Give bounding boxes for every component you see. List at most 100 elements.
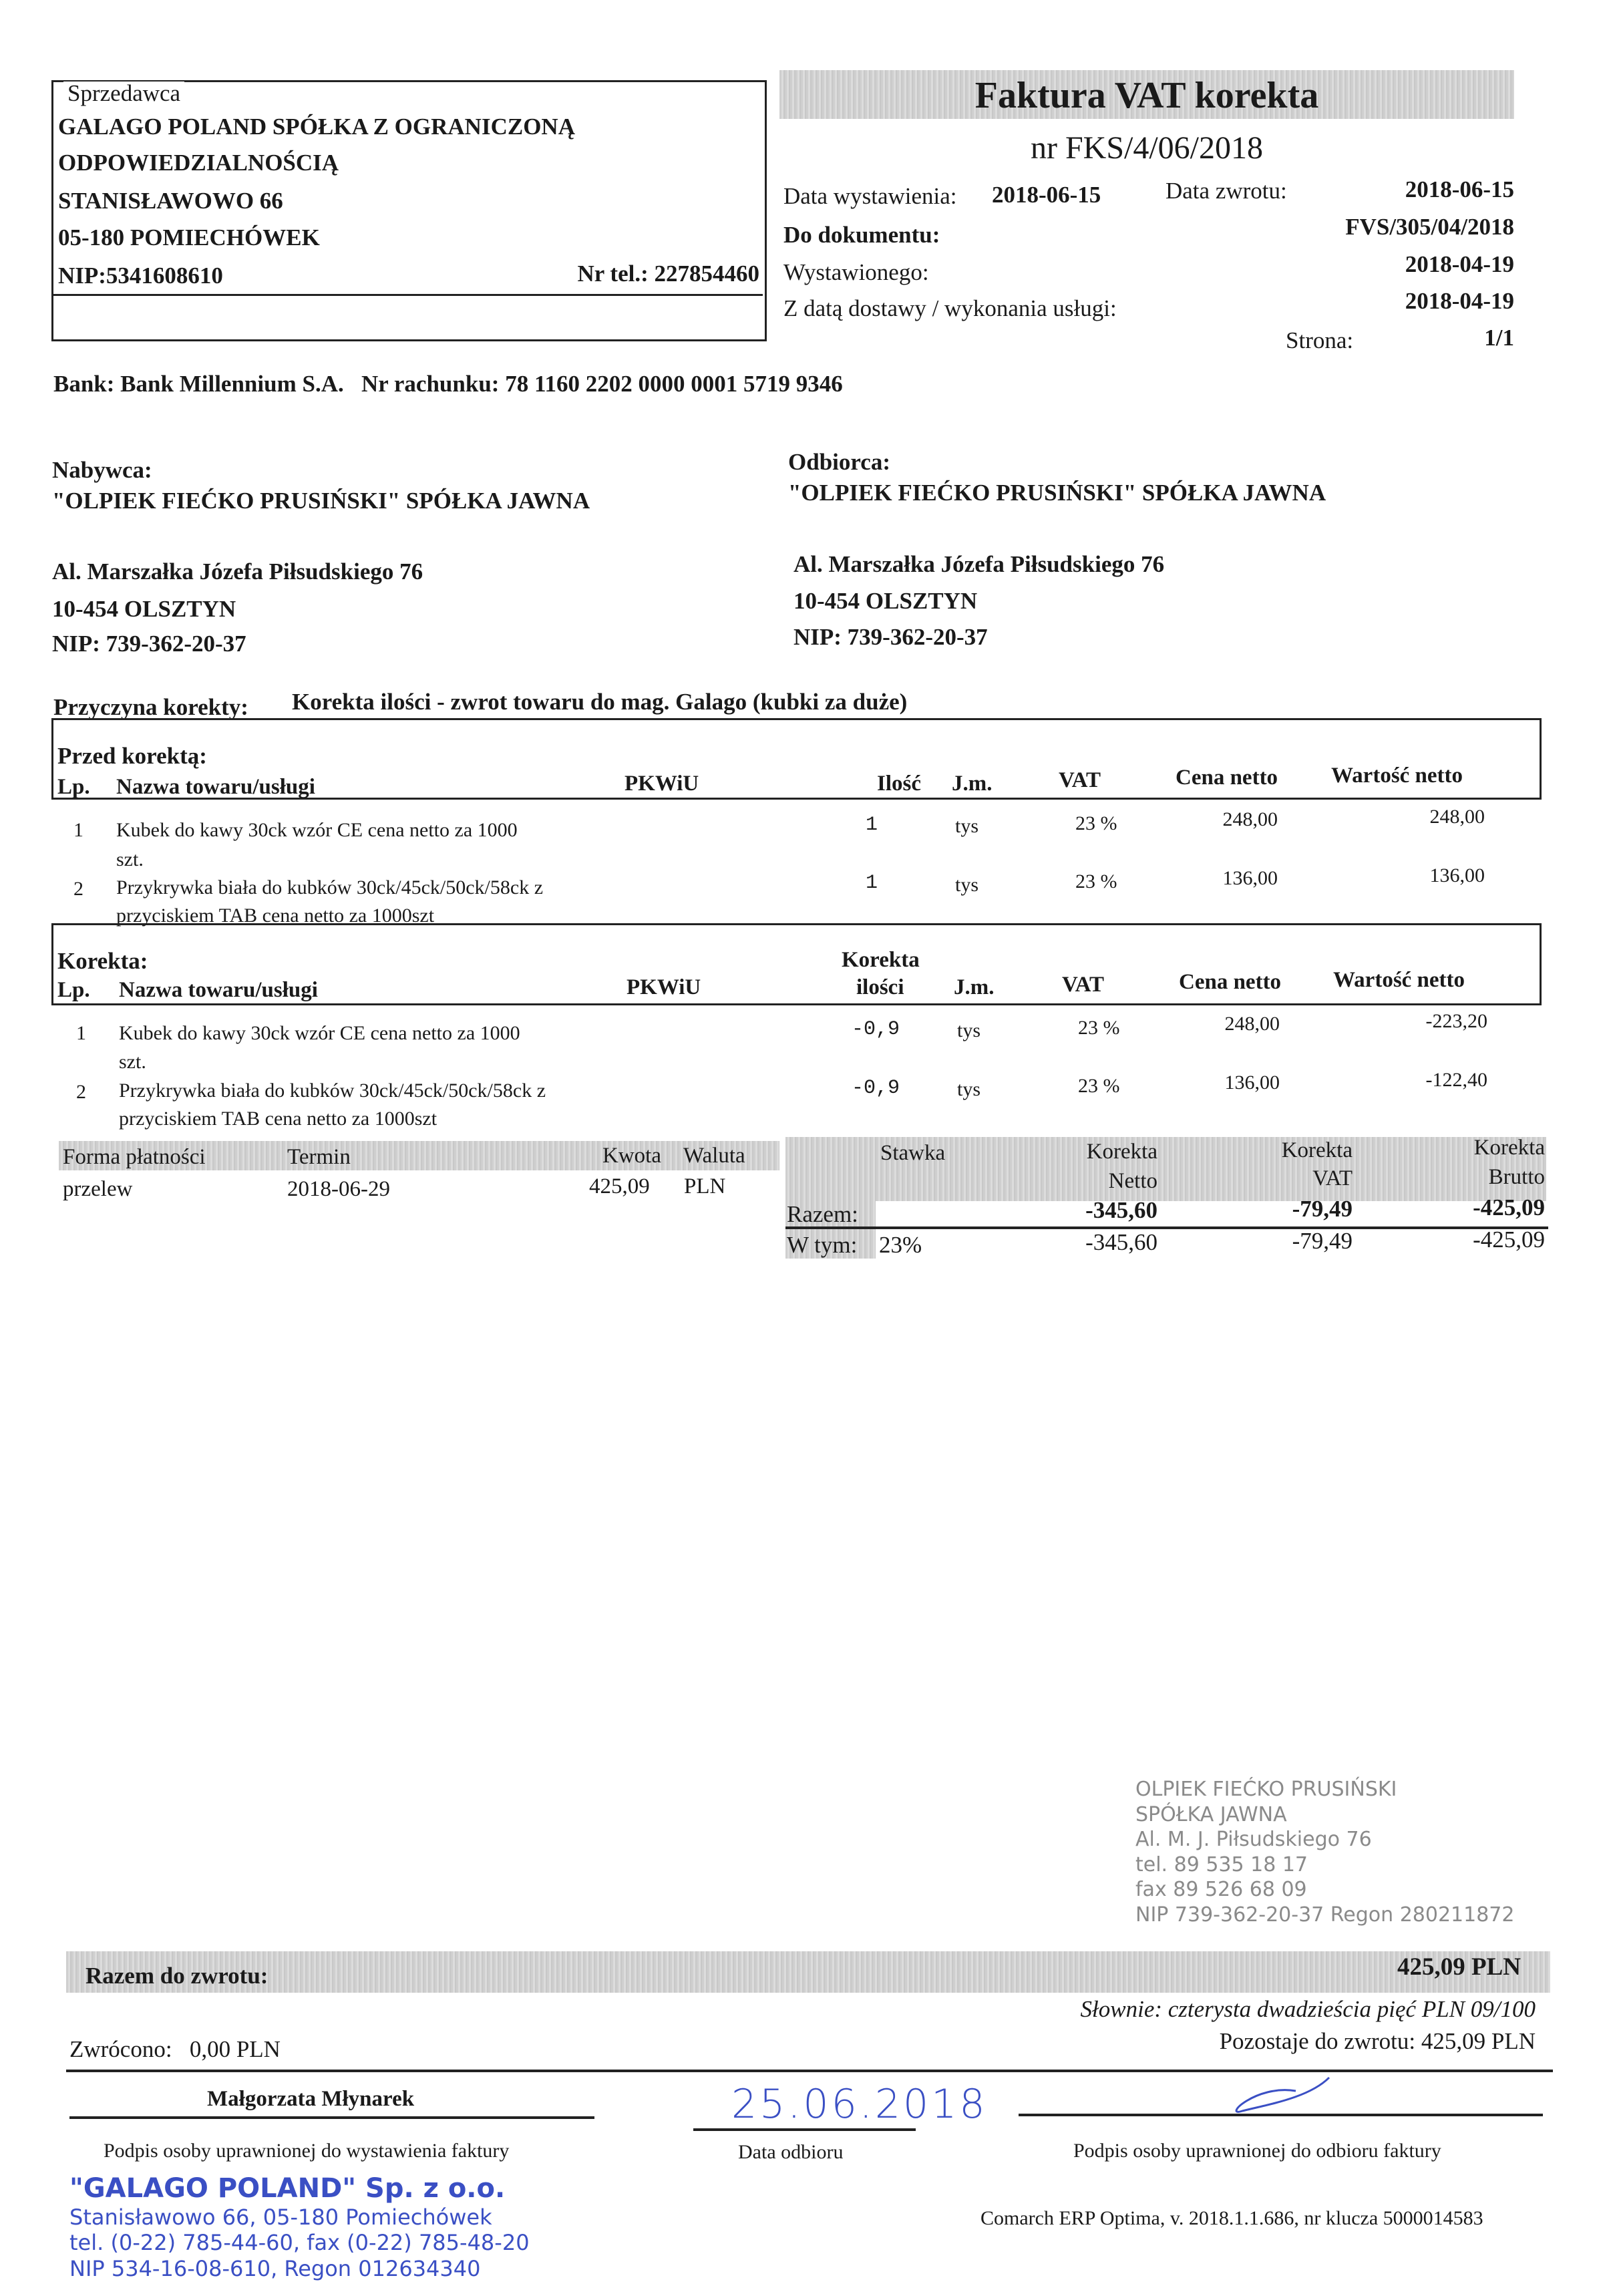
stamp-line: fax 89 526 68 09 <box>1135 1878 1307 1901</box>
row-name-cont: szt. <box>116 848 144 870</box>
seller-nip: NIP:5341608610 <box>58 263 223 289</box>
row-value: -122,40 <box>1425 1069 1488 1091</box>
row-lp: 1 <box>76 1022 86 1044</box>
payment-amount-header: Kwota <box>602 1144 661 1168</box>
row-price: 136,00 <box>1224 1072 1280 1094</box>
row-unit: tys <box>955 815 979 837</box>
col-qty: Korekta <box>842 948 920 972</box>
row-qty: 1 <box>866 814 878 836</box>
summary-incl-vat: -79,49 <box>1292 1228 1353 1254</box>
row-lp: 2 <box>76 1081 86 1103</box>
return-date-label: Data zwrotu: <box>1166 178 1287 204</box>
stamp-line: OLPIEK FIEĆKO PRUSIŃSKI <box>1135 1778 1397 1801</box>
buyer-label: Nabywca: <box>52 457 152 483</box>
stamp-line: "GALAGO POLAND" Sp. z o.o. <box>69 2173 506 2204</box>
row-name-cont: przyciskiem TAB cena netto za 1000szt <box>119 1108 437 1130</box>
row-name-cont: przyciskiem TAB cena netto za 1000szt <box>116 905 435 927</box>
row-value: 136,00 <box>1429 864 1485 886</box>
recipient-nip: NIP: 739-362-20-37 <box>793 624 988 650</box>
payment-currency: PLN <box>684 1174 726 1198</box>
row-price: 248,00 <box>1222 808 1278 830</box>
stamp-line: Stanisławowo 66, 05-180 Pomiechówek <box>69 2204 492 2230</box>
summary-incl-label: W tym: <box>787 1232 858 1258</box>
payment-due-header: Termin <box>287 1145 351 1169</box>
stamp-line: tel. (0-22) 785-44-60, fax (0-22) 785-48… <box>69 2230 530 2256</box>
correction-header-box <box>51 923 1542 1005</box>
summary-total-label: Razem: <box>787 1201 858 1227</box>
stamp-line: SPÓŁKA JAWNA <box>1135 1802 1287 1826</box>
row-name: Przykrywka biała do kubków 30ck/45ck/50c… <box>119 1080 546 1102</box>
row-name-cont: szt. <box>119 1051 146 1073</box>
issue-date: 2018-06-15 <box>992 182 1101 208</box>
summary-net-header: Korekta <box>1086 1140 1157 1164</box>
refund-returned: Zwrócono: 0,00 PLN <box>69 2036 281 2062</box>
seller-label: Sprzedawca <box>63 81 185 105</box>
col-pkwiu: PKWiU <box>624 772 699 796</box>
row-name: Kubek do kawy 30ck wzór CE cena netto za… <box>116 819 518 841</box>
summary-incl-net: -345,60 <box>1085 1229 1157 1255</box>
return-date: 2018-06-15 <box>1405 176 1514 202</box>
summary-incl-rate: 23% <box>879 1232 922 1258</box>
row-price: 136,00 <box>1222 867 1278 889</box>
software-footer: Comarch ERP Optima, v. 2018.1.1.686, nr … <box>980 2207 1483 2229</box>
correction-title: Korekta: <box>57 948 148 974</box>
stamp-line: NIP 534-16-08-610, Regon 012634340 <box>69 2255 481 2281</box>
seller-name-2: ODPOWIEDZIALNOŚCIĄ <box>58 150 339 176</box>
recipient-label: Odbiorca: <box>788 449 890 475</box>
recipient-city: 10-454 OLSZTYN <box>793 588 978 614</box>
row-qty: 1 <box>866 872 878 894</box>
summary-rate-header: Stawka <box>880 1141 946 1165</box>
stamp-line: tel. 89 535 18 17 <box>1135 1852 1308 1876</box>
refund-bar <box>66 1951 1550 1993</box>
title-bar <box>779 70 1514 119</box>
refund-remaining: Pozostaje do zwrotu: 425,09 PLN <box>1219 2028 1536 2054</box>
payment-method-header: Forma płatności <box>63 1145 206 1169</box>
buyer-name: "OLPIEK FIEĆKO PRUSIŃSKI" SPÓŁKA JAWNA <box>52 488 590 514</box>
row-unit: tys <box>955 874 979 896</box>
col-lp: Lp. <box>57 978 90 1002</box>
col-name: Nazwa towaru/usługi <box>116 775 315 799</box>
col-pkwiu: PKWiU <box>627 975 701 999</box>
col-name: Nazwa towaru/usługi <box>119 978 318 1002</box>
row-name: Kubek do kawy 30ck wzór CE cena netto za… <box>119 1022 520 1044</box>
col-unit: J.m. <box>954 975 995 999</box>
refund-words: Słownie: czterysta dwadzieścia pięć PLN … <box>1080 1996 1536 2022</box>
summary-total-net: -345,60 <box>1085 1197 1157 1223</box>
row-vat: 23 % <box>1075 812 1117 834</box>
summary-gross-header-2: Brutto <box>1488 1165 1545 1189</box>
col-vat: VAT <box>1059 768 1101 792</box>
reason-value: Korekta ilości - zwrot towaru do mag. Ga… <box>292 689 908 715</box>
seller-name-1: GALAGO POLAND SPÓŁKA Z OGRANICZONĄ <box>58 114 575 140</box>
seller-address: STANISŁAWOWO 66 <box>58 188 283 214</box>
row-price: 248,00 <box>1224 1013 1280 1035</box>
receipt-date-line <box>693 2128 916 2131</box>
payment-due: 2018-06-29 <box>287 1177 390 1201</box>
issued-label: Wystawionego: <box>783 259 929 285</box>
row-value: 248,00 <box>1429 806 1485 828</box>
buyer-stamp: OLPIEK FIEĆKO PRUSIŃSKI SPÓŁKA JAWNA Al.… <box>1135 1777 1514 1927</box>
refund-label: Razem do zwrotu: <box>85 1963 269 1989</box>
refund-amount: 425,09 PLN <box>1397 1953 1521 1981</box>
row-qty: -0,9 <box>852 1077 900 1100</box>
col-vat: VAT <box>1062 973 1104 997</box>
payment-amount: 425,09 <box>589 1174 650 1198</box>
handwritten-receipt-date: 25.06.2018 <box>731 2081 988 2128</box>
col-value: Wartość netto <box>1331 764 1463 788</box>
col-value: Wartość netto <box>1333 968 1465 992</box>
col-qty-2: ilości <box>856 975 904 999</box>
col-price: Cena netto <box>1179 970 1282 994</box>
col-unit: J.m. <box>952 772 993 796</box>
summary-vat-header-2: VAT <box>1312 1166 1353 1190</box>
delivery-label: Z datą dostawy / wykonania usługi: <box>783 295 1117 321</box>
row-lp: 2 <box>73 878 83 900</box>
col-price: Cena netto <box>1176 766 1278 790</box>
payment-currency-header: Waluta <box>683 1144 745 1168</box>
buyer-address: Al. Marszałka Józefa Piłsudskiego 76 <box>52 558 423 585</box>
before-header-box <box>51 718 1542 800</box>
summary-header-bar <box>785 1137 1546 1201</box>
receiver-signature-label: Podpis osoby uprawnionej do odbioru fakt… <box>1073 2140 1441 2162</box>
summary-net-header-2: Netto <box>1108 1169 1157 1193</box>
buyer-city: 10-454 OLSZTYN <box>52 596 236 622</box>
bank-info: Bank: Bank Millennium S.A. Nr rachunku: … <box>53 371 843 397</box>
